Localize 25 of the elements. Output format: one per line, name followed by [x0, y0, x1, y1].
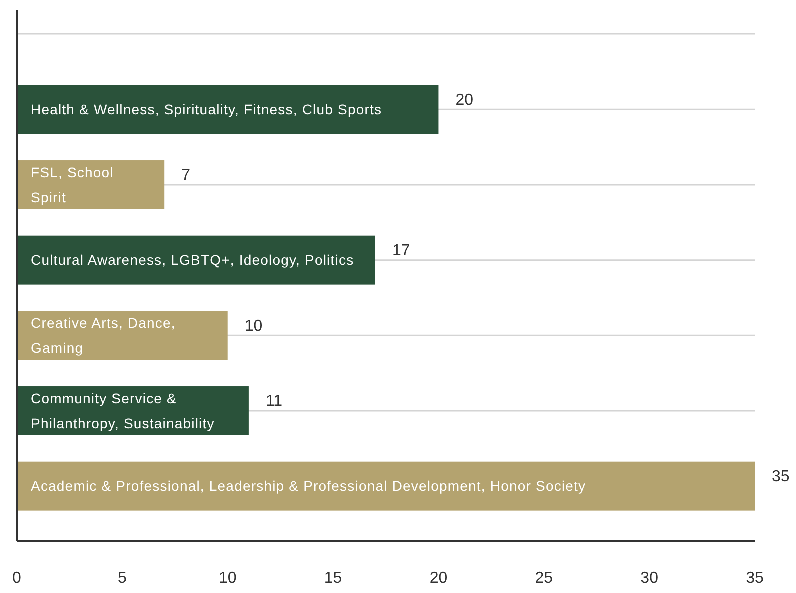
x-tick-label: 0 — [12, 570, 22, 587]
bar — [17, 85, 439, 134]
y-tick-label: Academic & Professional, Leadership & Professional Development, Honor Society — [31, 478, 586, 494]
data-label: 11 — [266, 393, 283, 410]
data-label: 10 — [244, 318, 263, 335]
bar — [17, 236, 376, 285]
x-tick-label: 15 — [324, 570, 342, 587]
y-tick-label: Creative Arts, Dance, Gaming — [31, 315, 176, 356]
bar — [17, 160, 165, 210]
x-tick-label: 25 — [535, 570, 554, 587]
data-label: 35 — [772, 468, 790, 486]
y-tick-label: FSL, School Spirit — [31, 164, 114, 206]
x-tick-label: 10 — [218, 570, 237, 587]
y-tick-label: Cultural Awareness, LGBTQ+, Ideology, Politics — [31, 252, 354, 268]
data-label: 7 — [182, 167, 191, 184]
x-tick-label: 30 — [640, 570, 659, 587]
x-tick-label: 35 — [746, 570, 764, 587]
bar — [17, 311, 228, 360]
data-label: 20 — [456, 92, 474, 109]
y-tick-label: Health & Wellness, Spirituality, Fitness, Club Sports — [31, 102, 382, 118]
data-label: 17 — [392, 242, 410, 260]
x-tick-label: 20 — [430, 570, 448, 587]
bar — [17, 462, 755, 511]
x-tick-label: 5 — [118, 570, 127, 587]
y-tick-label: Community Service & Philanthropy, Sustainability — [31, 390, 215, 432]
